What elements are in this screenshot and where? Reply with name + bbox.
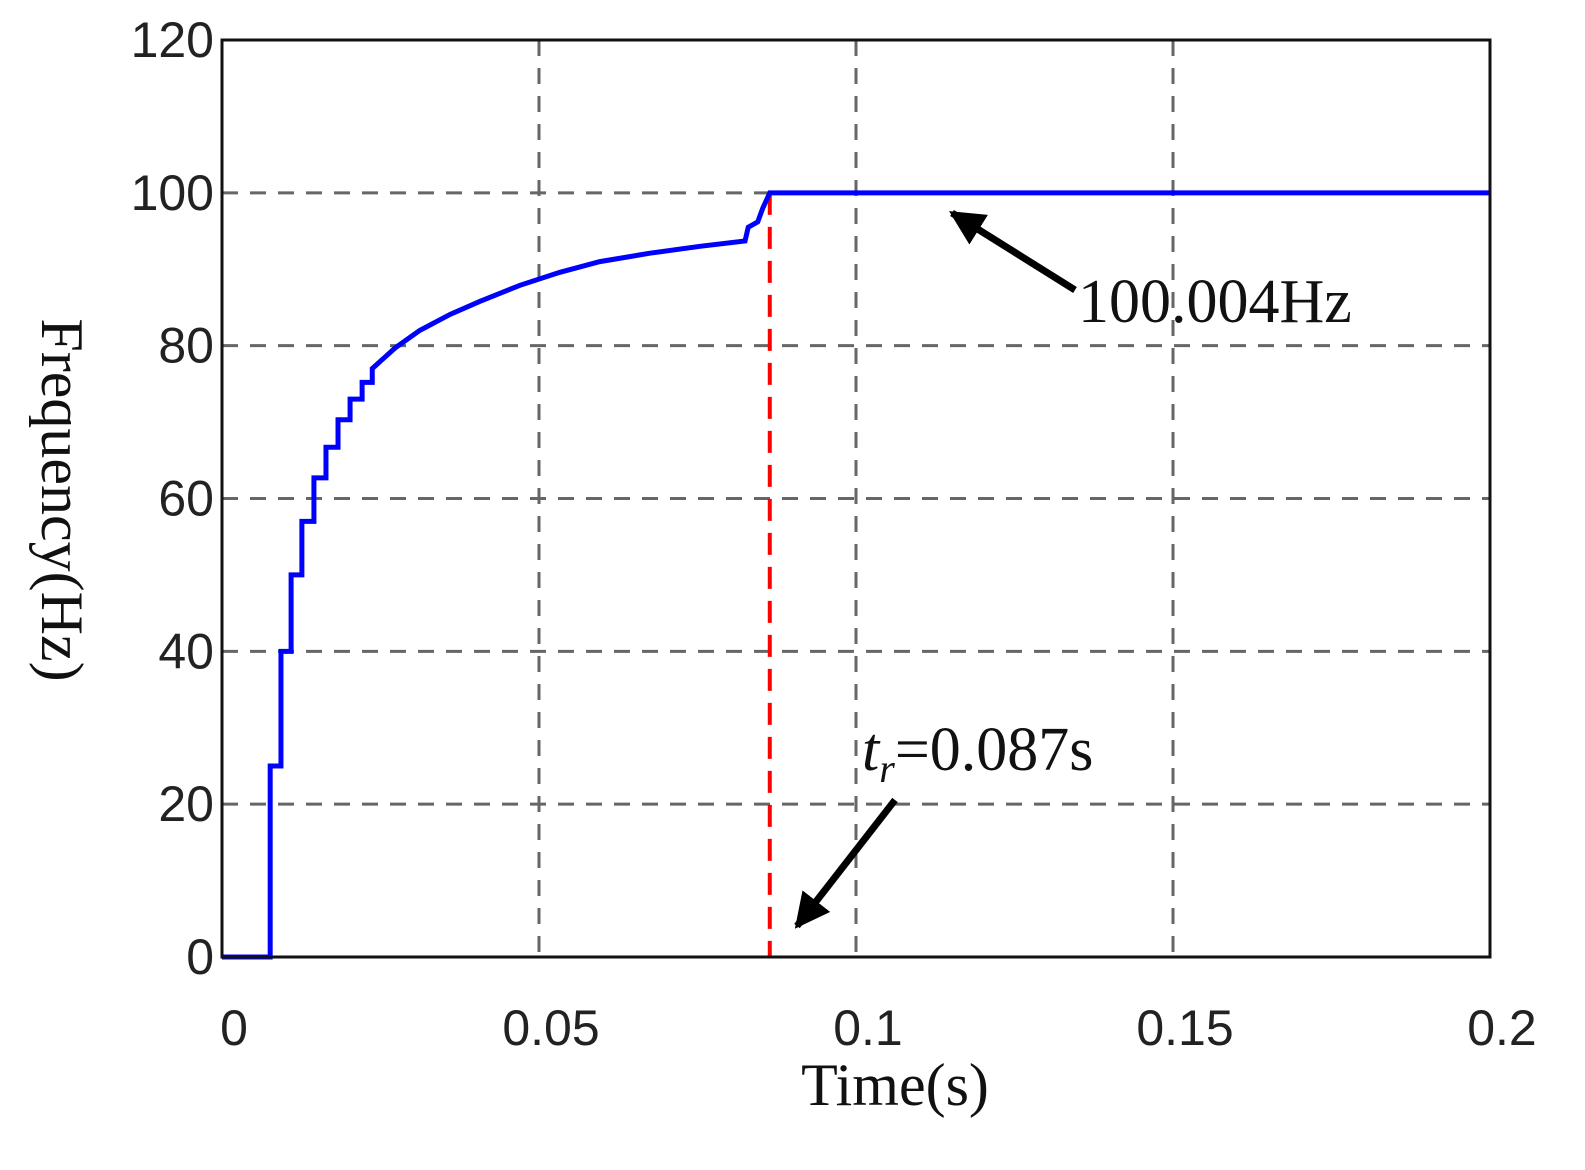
- annotation: 100.004Hz: [1078, 268, 1352, 336]
- x-tick-label: 0.2: [1467, 1000, 1537, 1056]
- x-tick-label: 0.1: [833, 1000, 903, 1056]
- x-axis-label: Time(s): [801, 1052, 989, 1118]
- annotation: tr=0.087s: [862, 716, 1093, 791]
- x-tick-label: 0.05: [502, 1000, 599, 1056]
- series-line: [222, 190, 1490, 960]
- y-tick-label: 40: [158, 623, 214, 679]
- y-tick-label: 100: [131, 165, 214, 221]
- axes-box: [220, 38, 1492, 959]
- y-axis-label: Frequency(Hz): [29, 318, 95, 681]
- y-tick-label: 20: [158, 776, 214, 832]
- y-tick-label: 120: [131, 12, 214, 68]
- y-tick-label: 0: [186, 929, 214, 985]
- y-tick-label: 80: [158, 318, 214, 374]
- arrow: [949, 210, 1077, 293]
- annotation-part: =0.087s: [895, 716, 1094, 784]
- x-tick-label: 0.15: [1136, 1000, 1233, 1056]
- y-tick-label: 60: [158, 471, 214, 527]
- annotation-part: t: [862, 716, 881, 784]
- plot: [222, 190, 1490, 960]
- arrow: [794, 797, 898, 929]
- x-tick-label: 0: [220, 1000, 248, 1056]
- annotation-sub: r: [879, 746, 895, 791]
- grid: [220, 38, 1492, 959]
